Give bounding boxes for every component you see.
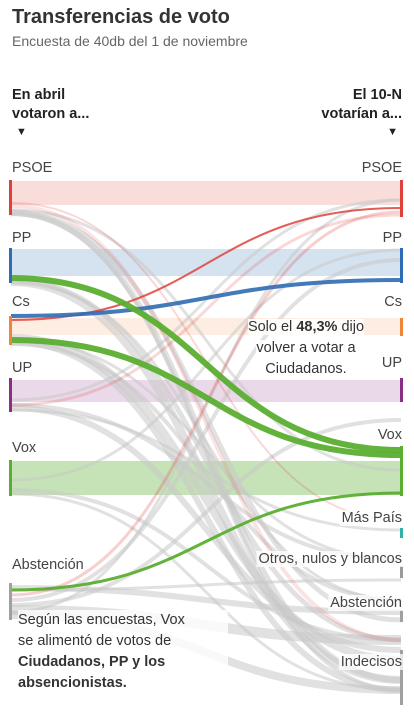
- left-node-bar-pp: [9, 248, 12, 283]
- flow-grey-13: [10, 408, 402, 532]
- right-heading-line1: El 10-N: [352, 87, 402, 103]
- cs-annotation-value: 48,3%: [296, 319, 338, 335]
- right-node-label-bg-abstencion: [328, 595, 404, 611]
- flow-grey-15: [10, 488, 402, 642]
- right-down-arrow-icon: ▼: [387, 126, 398, 138]
- right-node-label-bg-indecisos: [338, 654, 404, 670]
- flow-grey-18: [10, 258, 402, 602]
- right-node-bar-vox: [400, 446, 403, 496]
- right-node-label-maspais: Más País: [342, 510, 402, 526]
- vox-annotation-line1: Según las encuestas, Vox: [18, 612, 185, 628]
- right-node-bar-up: [400, 378, 403, 402]
- flow-cs-vox: [10, 337, 402, 458]
- left-node-label-pp: PP: [12, 230, 31, 246]
- left-heading-line2: votaron a...: [12, 106, 90, 122]
- vox-annotation-bold1: Ciudadanos, PP y los: [18, 654, 166, 670]
- cs-annotation-line3: Ciudadanos.: [265, 361, 347, 377]
- flow-psoe-other: [10, 204, 402, 642]
- flow-grey-1: [10, 209, 402, 623]
- right-column-heading: El 10-N votarían a...: [321, 86, 402, 124]
- left-node-bar-up: [9, 378, 12, 412]
- cs-annotation-line2: volver a votar a: [256, 340, 356, 356]
- right-node-bar-maspais: [400, 528, 403, 538]
- flow-grey-23: [10, 578, 402, 592]
- flow-grey-16: [10, 492, 402, 692]
- flow-grey-9: [10, 342, 402, 602]
- flow-cs-pp: [10, 278, 402, 318]
- right-node-label-bg-cs: [382, 294, 404, 310]
- chart-subtitle: Encuesta de 40db del 1 de noviembre: [12, 33, 248, 49]
- right-node-bar-indecisos: [400, 650, 403, 705]
- chart-title: Transferencias de voto: [12, 6, 230, 28]
- right-node-label-pp: PP: [383, 230, 402, 246]
- right-node-label-up: UP: [382, 355, 402, 371]
- vox-annotation-line2: se alimentó de votos de: [18, 633, 172, 649]
- right-node-label-cs: Cs: [384, 294, 402, 310]
- flow-grey-8: [10, 339, 402, 693]
- left-heading-line1: En abril: [12, 87, 66, 103]
- right-node-bar-abstencion: [400, 610, 403, 622]
- right-node-label-otros: Otros, nulos y blancos: [259, 551, 402, 567]
- flow-grey-24: [10, 198, 402, 614]
- flow-psoe-psoe: [11, 181, 401, 205]
- left-node-label-up: UP: [12, 360, 32, 376]
- flow-pp-vox: [10, 275, 402, 453]
- cs-annotation-prefix: Solo el: [247, 319, 297, 335]
- right-node-bar-cs: [400, 318, 403, 336]
- right-node-bar-otros: [400, 566, 403, 578]
- flow-up-up: [11, 380, 401, 402]
- right-node-label-vox: Vox: [378, 427, 403, 443]
- right-node-label-bg-otros: [256, 551, 404, 567]
- right-node-label-bg-pp: [380, 230, 404, 246]
- left-node-bar-psoe: [9, 180, 12, 215]
- vox-annotation: Según las encuestas, Vox se alimentó de …: [18, 610, 228, 694]
- right-node-bar-psoe: [400, 180, 403, 217]
- left-node-bar-abstencion: [9, 583, 12, 620]
- flow-abst-psoe: [10, 210, 402, 597]
- left-node-bar-cs: [9, 316, 12, 345]
- flow-up-psoe: [10, 213, 402, 407]
- right-node-label-psoe: PSOE: [362, 160, 403, 176]
- cs-annotation-line1-end: dijo: [337, 319, 365, 335]
- flow-grey-19: [10, 418, 402, 607]
- vox-annotation-bold2: absencionistas.: [18, 675, 127, 691]
- flow-grey-0: [10, 208, 402, 472]
- right-node-label-indecisos: Indecisos: [341, 654, 402, 670]
- left-node-label-cs: Cs: [12, 294, 30, 310]
- right-node-label-bg-vox: [375, 427, 405, 443]
- right-node-bar-pp: [400, 248, 403, 283]
- right-node-label-bg-maspais: [339, 510, 404, 526]
- right-node-label-abstencion: Abstención: [330, 595, 402, 611]
- right-node-label-bg-psoe: [359, 160, 405, 176]
- flow-grey-6: [10, 281, 402, 602]
- left-node-label-psoe: PSOE: [12, 160, 53, 176]
- flow-pp-pp: [11, 249, 401, 276]
- left-node-label-vox: Vox: [12, 440, 37, 456]
- right-node-label-bg-up: [379, 355, 404, 371]
- left-down-arrow-icon: ▼: [16, 126, 27, 138]
- left-node-label-abstencion: Abstención: [12, 557, 84, 573]
- cs-annotation: Solo el 48,3% dijo volver a votar a Ciud…: [212, 317, 400, 380]
- left-node-bar-vox: [9, 460, 12, 496]
- right-heading-line2: votarían a...: [321, 106, 402, 122]
- flow-abst-vox: [10, 491, 402, 592]
- flow-grey-10: [10, 338, 402, 562]
- left-column-heading: En abril votaron a...: [12, 86, 89, 124]
